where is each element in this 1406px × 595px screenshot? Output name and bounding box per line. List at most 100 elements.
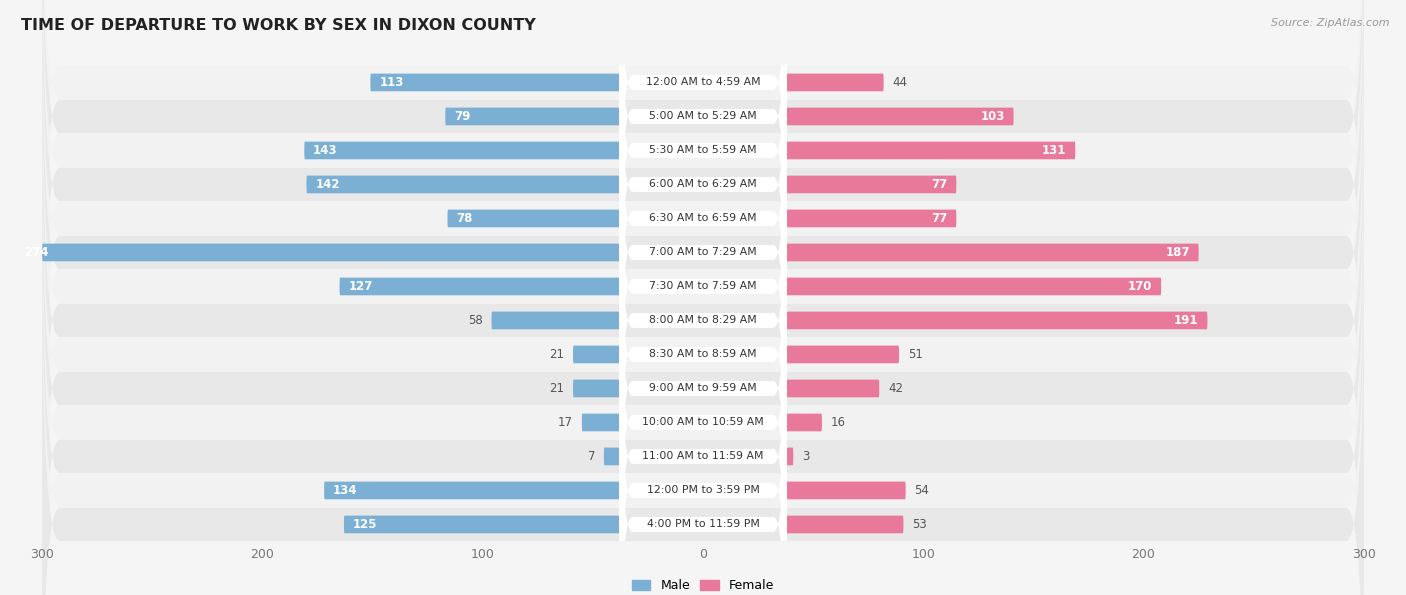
Text: 53: 53 (912, 518, 927, 531)
Legend: Male, Female: Male, Female (627, 574, 779, 595)
FancyBboxPatch shape (370, 74, 619, 91)
FancyBboxPatch shape (619, 226, 787, 595)
FancyBboxPatch shape (42, 0, 1364, 474)
FancyBboxPatch shape (42, 31, 1364, 542)
Text: 6:30 AM to 6:59 AM: 6:30 AM to 6:59 AM (650, 214, 756, 224)
Text: 51: 51 (908, 348, 922, 361)
Text: 17: 17 (558, 416, 574, 429)
Text: 58: 58 (468, 314, 482, 327)
FancyBboxPatch shape (574, 380, 619, 397)
FancyBboxPatch shape (787, 312, 1208, 329)
FancyBboxPatch shape (619, 192, 787, 585)
Text: 143: 143 (314, 144, 337, 157)
FancyBboxPatch shape (42, 0, 1364, 440)
Text: 78: 78 (457, 212, 472, 225)
Text: 12:00 AM to 4:59 AM: 12:00 AM to 4:59 AM (645, 77, 761, 87)
FancyBboxPatch shape (619, 0, 787, 381)
FancyBboxPatch shape (787, 243, 1198, 261)
FancyBboxPatch shape (619, 56, 787, 449)
Text: 134: 134 (333, 484, 357, 497)
Text: 113: 113 (380, 76, 404, 89)
FancyBboxPatch shape (42, 201, 1364, 595)
Text: 125: 125 (353, 518, 377, 531)
FancyBboxPatch shape (619, 260, 787, 595)
Text: 127: 127 (349, 280, 373, 293)
FancyBboxPatch shape (619, 0, 787, 313)
FancyBboxPatch shape (42, 269, 1364, 595)
Text: 5:00 AM to 5:29 AM: 5:00 AM to 5:29 AM (650, 111, 756, 121)
Text: 131: 131 (1042, 144, 1066, 157)
Text: 77: 77 (931, 178, 948, 191)
FancyBboxPatch shape (619, 90, 787, 483)
Text: 42: 42 (889, 382, 903, 395)
FancyBboxPatch shape (492, 312, 619, 329)
Text: 21: 21 (550, 382, 564, 395)
FancyBboxPatch shape (307, 176, 619, 193)
Text: 3: 3 (801, 450, 810, 463)
FancyBboxPatch shape (787, 380, 879, 397)
FancyBboxPatch shape (582, 414, 619, 431)
FancyBboxPatch shape (787, 108, 1014, 126)
FancyBboxPatch shape (787, 209, 956, 227)
Text: 191: 191 (1174, 314, 1198, 327)
FancyBboxPatch shape (619, 0, 787, 279)
Text: 6:00 AM to 6:29 AM: 6:00 AM to 6:29 AM (650, 180, 756, 189)
FancyBboxPatch shape (605, 447, 619, 465)
FancyBboxPatch shape (42, 0, 1364, 372)
FancyBboxPatch shape (787, 142, 1076, 159)
Text: 187: 187 (1166, 246, 1189, 259)
FancyBboxPatch shape (787, 516, 904, 533)
FancyBboxPatch shape (787, 278, 1161, 295)
FancyBboxPatch shape (619, 0, 787, 347)
Text: 10:00 AM to 10:59 AM: 10:00 AM to 10:59 AM (643, 418, 763, 427)
Text: 44: 44 (893, 76, 907, 89)
Text: 54: 54 (914, 484, 929, 497)
FancyBboxPatch shape (787, 481, 905, 499)
FancyBboxPatch shape (42, 0, 1364, 338)
FancyBboxPatch shape (787, 447, 793, 465)
FancyBboxPatch shape (304, 142, 619, 159)
Text: 12:00 PM to 3:59 PM: 12:00 PM to 3:59 PM (647, 486, 759, 496)
Text: 11:00 AM to 11:59 AM: 11:00 AM to 11:59 AM (643, 452, 763, 462)
FancyBboxPatch shape (787, 414, 823, 431)
Text: 103: 103 (980, 110, 1005, 123)
FancyBboxPatch shape (619, 124, 787, 517)
FancyBboxPatch shape (446, 108, 619, 126)
FancyBboxPatch shape (787, 176, 956, 193)
Text: 274: 274 (24, 246, 49, 259)
FancyBboxPatch shape (42, 167, 1364, 595)
Text: Source: ZipAtlas.com: Source: ZipAtlas.com (1271, 18, 1389, 28)
FancyBboxPatch shape (42, 0, 1364, 508)
Text: 7:30 AM to 7:59 AM: 7:30 AM to 7:59 AM (650, 281, 756, 292)
Text: 8:30 AM to 8:59 AM: 8:30 AM to 8:59 AM (650, 349, 756, 359)
FancyBboxPatch shape (619, 328, 787, 595)
FancyBboxPatch shape (42, 243, 619, 261)
FancyBboxPatch shape (42, 99, 1364, 595)
Text: 7:00 AM to 7:29 AM: 7:00 AM to 7:29 AM (650, 248, 756, 258)
FancyBboxPatch shape (787, 346, 898, 364)
FancyBboxPatch shape (344, 516, 619, 533)
FancyBboxPatch shape (574, 346, 619, 364)
FancyBboxPatch shape (619, 294, 787, 595)
FancyBboxPatch shape (42, 235, 1364, 595)
Text: 8:00 AM to 8:29 AM: 8:00 AM to 8:29 AM (650, 315, 756, 325)
FancyBboxPatch shape (447, 209, 619, 227)
FancyBboxPatch shape (619, 22, 787, 415)
Text: 9:00 AM to 9:59 AM: 9:00 AM to 9:59 AM (650, 383, 756, 393)
Text: TIME OF DEPARTURE TO WORK BY SEX IN DIXON COUNTY: TIME OF DEPARTURE TO WORK BY SEX IN DIXO… (21, 18, 536, 33)
FancyBboxPatch shape (339, 278, 619, 295)
Text: 5:30 AM to 5:59 AM: 5:30 AM to 5:59 AM (650, 145, 756, 155)
FancyBboxPatch shape (42, 133, 1364, 595)
Text: 4:00 PM to 11:59 PM: 4:00 PM to 11:59 PM (647, 519, 759, 530)
FancyBboxPatch shape (325, 481, 619, 499)
FancyBboxPatch shape (42, 0, 1364, 406)
FancyBboxPatch shape (787, 74, 883, 91)
Text: 79: 79 (454, 110, 471, 123)
Text: 170: 170 (1128, 280, 1153, 293)
FancyBboxPatch shape (42, 65, 1364, 576)
Text: 21: 21 (550, 348, 564, 361)
Text: 142: 142 (315, 178, 340, 191)
Text: 7: 7 (588, 450, 595, 463)
FancyBboxPatch shape (619, 158, 787, 551)
Text: 77: 77 (931, 212, 948, 225)
